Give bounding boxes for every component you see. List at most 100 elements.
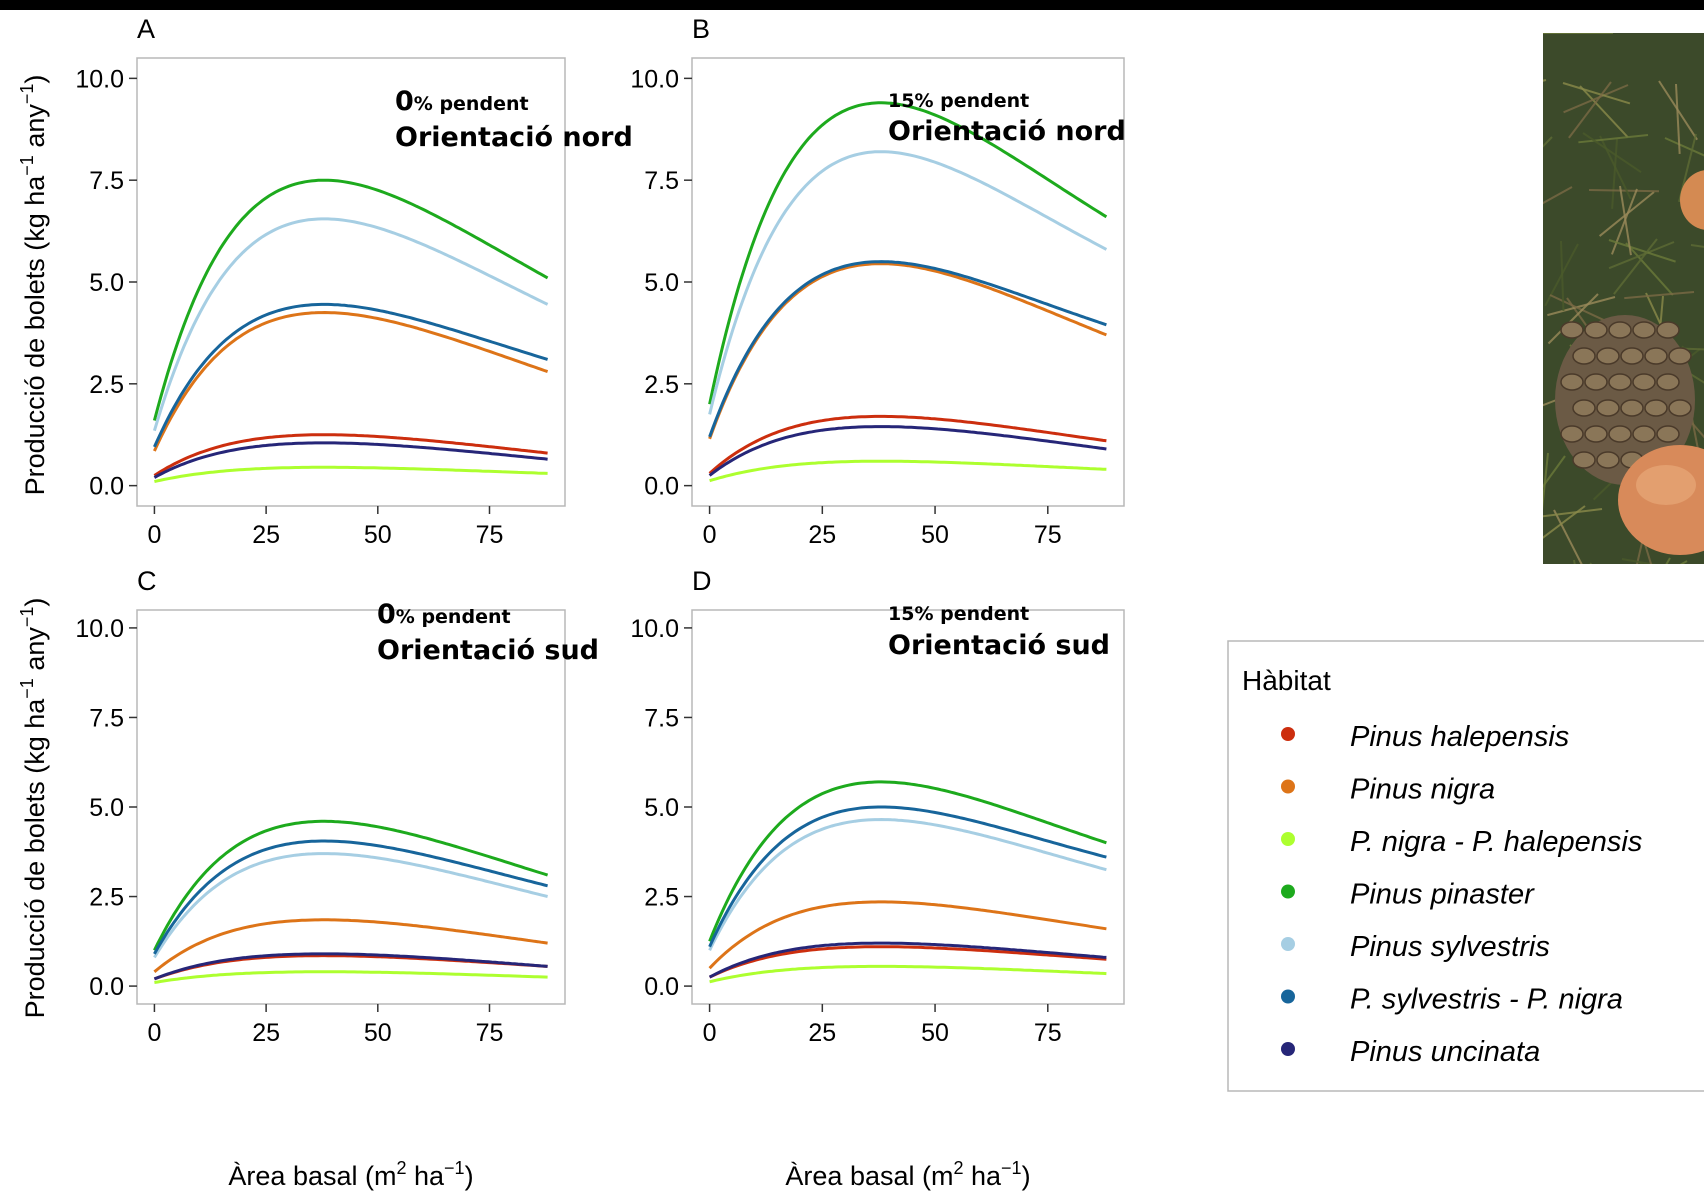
x-tick-label: 50 [921, 1019, 949, 1047]
pine-needle [1543, 398, 1560, 407]
xlabel-sup: 2 [953, 1158, 963, 1178]
cone-scale [1656, 373, 1680, 391]
slope-annotation: 15% pendent [888, 90, 1029, 112]
y-tick-label: 5.0 [644, 269, 679, 297]
pine-needle [1638, 561, 1643, 564]
legend-label: Pinus uncinata [1350, 1036, 1540, 1068]
x-axis-title-right: Àrea basal (m2 ha−1) [785, 1158, 1030, 1191]
cone-scale [1668, 347, 1692, 365]
photo-content [1543, 33, 1704, 564]
orientation-annotation: Orientació nord [888, 116, 1126, 147]
cone-scale [1560, 425, 1584, 443]
pine-needle [1578, 134, 1649, 144]
xlabel-main: Àrea basal (m [228, 1161, 396, 1191]
series-line-pinus-pinaster [708, 101, 1108, 405]
series-line-pinus-halepensis [708, 414, 1107, 475]
pine-needle [1547, 293, 1599, 345]
y-tick-label: 10.0 [75, 615, 124, 643]
legend: Hàbitat Pinus halepensis Pinus nigra P. nig… [1227, 640, 1704, 1092]
slope-suffix: % pendent [914, 90, 1029, 112]
pine-needle [1582, 132, 1642, 173]
series-line-pinus-pinaster [153, 819, 549, 951]
cone-scale [1572, 451, 1596, 469]
mushroom-cap-highlight [1636, 465, 1696, 505]
series-line-pinus-sylvestris [708, 150, 1108, 415]
cone-scale [1632, 425, 1656, 443]
cone-scale [1584, 373, 1608, 391]
xlabel-sup: 2 [396, 1158, 406, 1178]
cone-scale [1656, 425, 1680, 443]
y-tick-label: 0.0 [644, 973, 679, 1001]
cone-scale [1608, 321, 1632, 339]
xlabel-mid: ha [407, 1161, 446, 1191]
series-line-pinus-uncinata [153, 952, 548, 981]
xlabel-sup: −1 [444, 1158, 465, 1178]
series-line-p-nigra-p-halepensis [154, 970, 548, 984]
slope-suffix: % pendent [414, 93, 529, 115]
x-tick-label: 25 [808, 521, 836, 549]
panel-letter: D [692, 566, 712, 596]
series-line-pinus-pinaster [152, 178, 549, 421]
x-tick-label: 25 [252, 1019, 280, 1047]
plot-frame [691, 57, 1125, 507]
pine-needle [1568, 81, 1612, 139]
cone-scale [1632, 373, 1656, 391]
x-tick-label: 75 [1034, 521, 1062, 549]
y-tick-label: 10.0 [630, 615, 679, 643]
legend-key-dot [1281, 937, 1295, 951]
series-line-p-nigra-p-halepensis [154, 465, 548, 484]
cone-scale [1632, 321, 1656, 339]
series-line-pinus-nigra [708, 900, 1107, 970]
panel-letter: B [692, 14, 710, 44]
slope-suffix: % pendent [914, 603, 1029, 625]
pine-needle [1664, 137, 1704, 157]
x-tick-label: 75 [476, 1019, 504, 1047]
pine-needle [1543, 452, 1549, 511]
pine-needle [1588, 189, 1660, 193]
series-line-p-nigra-p-halepensis [709, 964, 1107, 984]
pine-needle [1690, 244, 1704, 248]
cone-scale [1620, 399, 1644, 417]
y-axis-title-bottom: Producció de bolets (kg ha−1 any−1) [17, 598, 50, 1019]
y-tick-label: 2.5 [644, 884, 679, 912]
cone-scale [1584, 425, 1608, 443]
orientation-annotation: Orientació sud [888, 630, 1110, 661]
cone-scale [1560, 321, 1584, 339]
legend-label: P. nigra - P. halepensis [1350, 826, 1642, 858]
ylabel-sup: −1 [17, 84, 37, 105]
pine-needle [1625, 242, 1674, 296]
ylabel-sup: −1 [17, 155, 37, 176]
pine-needle [1543, 186, 1573, 205]
series-line-pinus-uncinata [708, 425, 1107, 477]
pine-needle [1543, 508, 1603, 518]
cone-scale [1656, 321, 1680, 339]
slope-annotation: 0% pendent [395, 86, 529, 117]
y-tick-label: 5.0 [89, 269, 124, 297]
pine-needle [1621, 558, 1657, 564]
y-tick-label: 10.0 [75, 65, 124, 93]
y-tick-label: 0.0 [644, 473, 679, 501]
y-tick-label: 10.0 [630, 65, 679, 93]
series-line-pinus-sylvestris [152, 217, 549, 432]
series-line-p-sylvestris-p-nigra [708, 260, 1107, 438]
ylabel-sup: −1 [17, 678, 37, 699]
ylabel-end: ) [20, 75, 50, 84]
legend-key-dot [1281, 832, 1295, 846]
series-line-pinus-halepensis [153, 433, 548, 477]
pine-needle [1619, 185, 1632, 256]
slope-percent: 0 [377, 599, 396, 630]
cone-scale [1584, 321, 1608, 339]
xlabel-end: ) [1022, 1161, 1031, 1191]
x-tick-label: 75 [476, 521, 504, 549]
slope-annotation: 15% pendent [888, 603, 1029, 625]
y-axis-title-top: Producció de bolets (kg ha−1 any−1) [17, 75, 50, 496]
panel-letter: A [137, 14, 155, 44]
pine-needle [1560, 240, 1565, 311]
series-line-p-sylvestris-p-nigra [153, 302, 549, 448]
plot-frame [136, 57, 566, 507]
legend-label: Pinus sylvestris [1350, 931, 1550, 963]
mushroom-cap-top [1680, 170, 1704, 230]
cone-scale [1560, 373, 1584, 391]
